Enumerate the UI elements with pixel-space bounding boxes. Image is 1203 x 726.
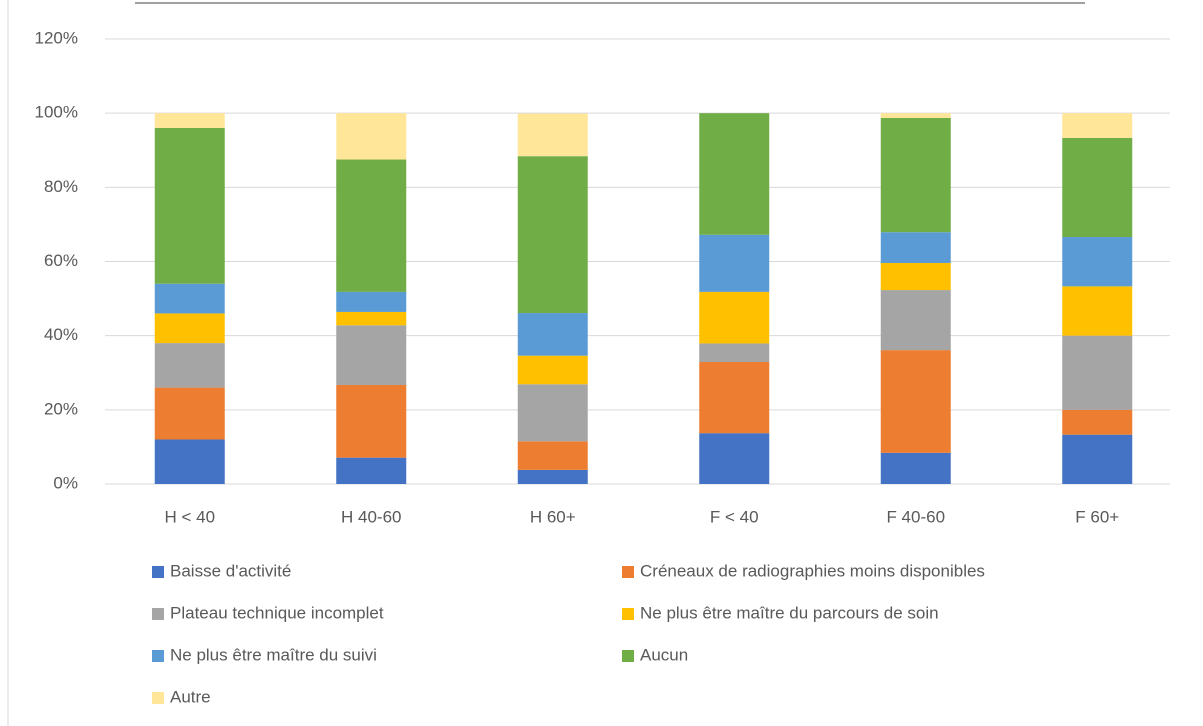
- y-tick-label: 60%: [44, 251, 78, 270]
- bar-segment: [880, 113, 951, 118]
- legend-label: Plateau technique incomplet: [170, 603, 384, 622]
- bar-segment: [154, 113, 225, 128]
- bar-segment: [336, 113, 407, 160]
- bar-segment: [154, 439, 225, 484]
- x-tick-label: H < 40: [164, 507, 215, 526]
- bar-segment: [1062, 237, 1133, 287]
- legend-label: Ne plus être maître du parcours de soin: [640, 603, 939, 622]
- bar-segment: [1062, 138, 1133, 238]
- bar-segment: [154, 343, 225, 388]
- legend-swatch: [622, 650, 634, 662]
- bar-segment: [154, 283, 225, 314]
- legend-label: Aucun: [640, 645, 688, 664]
- bar-segment: [336, 291, 407, 312]
- legend-swatch: [152, 650, 164, 662]
- bar-segment: [1062, 286, 1133, 336]
- bar-segment: [517, 384, 588, 442]
- bar-segment: [699, 361, 770, 434]
- bar-segment: [154, 128, 225, 284]
- bar-segment: [699, 291, 770, 344]
- bar-segment: [699, 113, 770, 235]
- bar-segment: [336, 311, 407, 326]
- bar-segment: [154, 387, 225, 440]
- bar-segment: [517, 441, 588, 470]
- y-tick-label: 40%: [44, 325, 78, 344]
- bar-segment: [154, 313, 225, 344]
- bar-segment: [517, 313, 588, 356]
- bar-segment: [517, 113, 588, 157]
- legend-label: Autre: [170, 687, 211, 706]
- bar-segment: [699, 234, 770, 292]
- bar-segment: [699, 343, 770, 362]
- bar-segment: [1062, 335, 1133, 410]
- bar-segment: [517, 355, 588, 385]
- bar-segment: [517, 156, 588, 314]
- legend-swatch: [622, 566, 634, 578]
- bar-segment: [1062, 113, 1133, 139]
- y-tick-label: 0%: [53, 473, 78, 492]
- x-tick-label: F < 40: [710, 507, 759, 526]
- y-tick-label: 80%: [44, 177, 78, 196]
- x-tick-label: F 40-60: [886, 507, 945, 526]
- y-tick-label: 100%: [35, 103, 78, 122]
- bar-segment: [1062, 434, 1133, 484]
- x-tick-label: H 40-60: [341, 507, 401, 526]
- bar-segment: [880, 350, 951, 453]
- bar-segment: [880, 232, 951, 263]
- legend-label: Baisse d'activité: [170, 561, 291, 580]
- legend-swatch: [152, 566, 164, 578]
- x-tick-label: H 60+: [530, 507, 576, 526]
- bar-segment: [1062, 409, 1133, 435]
- y-tick-label: 20%: [44, 399, 78, 418]
- legend-swatch: [152, 692, 164, 704]
- bar-segment: [880, 290, 951, 351]
- bar-segment: [517, 469, 588, 484]
- bar-segment: [699, 433, 770, 484]
- bar-segment: [880, 117, 951, 233]
- bar-segment: [336, 325, 407, 385]
- bar-segment: [336, 457, 407, 484]
- x-tick-label: F 60+: [1075, 507, 1119, 526]
- bar-segment: [880, 262, 951, 291]
- y-tick-label: 120%: [35, 28, 78, 47]
- bar-segment: [336, 159, 407, 292]
- legend-swatch: [152, 608, 164, 620]
- bar-segment: [336, 384, 407, 458]
- bar-segment: [880, 452, 951, 484]
- legend-swatch: [622, 608, 634, 620]
- legend-label: Créneaux de radiographies moins disponib…: [640, 561, 985, 580]
- legend-label: Ne plus être maître du suivi: [170, 645, 377, 664]
